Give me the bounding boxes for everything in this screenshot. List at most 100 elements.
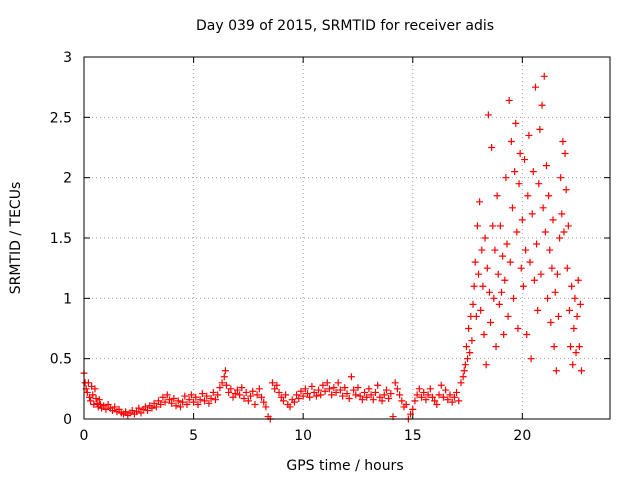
- data-point: [371, 388, 379, 396]
- data-point: [546, 246, 554, 254]
- data-point: [556, 234, 564, 242]
- data-point: [544, 294, 552, 302]
- data-point: [462, 343, 470, 351]
- data-point: [512, 119, 520, 127]
- data-point: [483, 264, 491, 272]
- data-point: [148, 404, 156, 412]
- data-point: [420, 388, 428, 396]
- data-point: [426, 385, 434, 393]
- data-point: [315, 386, 323, 394]
- data-point: [216, 384, 224, 392]
- data-point: [233, 386, 241, 394]
- data-point: [437, 381, 445, 389]
- data-point: [115, 405, 123, 413]
- data-point: [471, 258, 479, 266]
- data-point: [328, 391, 336, 399]
- data-point: [578, 367, 586, 375]
- data-point: [275, 388, 283, 396]
- data-point: [268, 379, 276, 387]
- data-point: [560, 228, 568, 236]
- data-point: [190, 398, 198, 406]
- data-point: [387, 390, 395, 398]
- data-point: [516, 150, 524, 158]
- data-point: [469, 300, 477, 308]
- data-point: [548, 264, 556, 272]
- data-point: [473, 222, 481, 230]
- data-point: [567, 343, 575, 351]
- data-point: [501, 276, 509, 284]
- data-point: [122, 408, 130, 416]
- data-point: [396, 391, 404, 399]
- data-point: [356, 392, 364, 400]
- data-point: [554, 312, 562, 320]
- y-axis-label: SRMTID / TECUs: [8, 182, 24, 295]
- data-point: [495, 300, 503, 308]
- data-point: [225, 388, 233, 396]
- data-point: [304, 390, 312, 398]
- data-point: [299, 392, 307, 400]
- data-point: [157, 401, 165, 409]
- data-point: [407, 410, 415, 418]
- data-point: [196, 396, 204, 404]
- data-point: [262, 403, 270, 411]
- data-point: [361, 388, 369, 396]
- data-point: [539, 204, 547, 212]
- data-point: [341, 384, 349, 392]
- x-axis-label: GPS time / hours: [286, 458, 403, 474]
- data-point: [531, 83, 539, 91]
- data-point: [87, 397, 95, 405]
- data-point: [418, 393, 426, 401]
- data-point: [336, 386, 344, 394]
- data-point: [502, 174, 510, 182]
- data-point: [332, 388, 340, 396]
- data-point: [570, 325, 578, 332]
- data-point: [506, 258, 514, 266]
- data-point: [513, 228, 521, 236]
- data-point: [133, 408, 141, 416]
- data-point: [165, 396, 173, 404]
- data-point: [515, 180, 523, 188]
- data-point: [111, 403, 119, 411]
- data-point: [301, 385, 309, 393]
- data-point: [533, 240, 541, 248]
- data-point: [439, 393, 447, 401]
- data-point: [529, 168, 537, 176]
- data-point: [128, 407, 136, 415]
- data-point: [378, 397, 386, 405]
- data-point: [536, 125, 544, 133]
- data-point: [493, 192, 501, 200]
- data-point: [205, 399, 213, 407]
- data-point: [363, 393, 371, 401]
- data-point: [321, 387, 329, 395]
- data-point: [444, 396, 452, 404]
- data-point: [251, 401, 259, 409]
- data-point: [524, 192, 532, 200]
- data-point: [260, 398, 268, 406]
- data-point: [435, 391, 443, 399]
- data-point: [91, 385, 99, 393]
- data-point: [549, 216, 557, 224]
- data-point: [571, 294, 579, 302]
- data-point: [411, 397, 419, 405]
- data-point: [317, 391, 325, 399]
- y-tick-label: 2: [63, 171, 72, 187]
- data-point: [563, 264, 571, 272]
- data-point: [376, 393, 384, 401]
- data-point: [231, 390, 239, 398]
- data-point: [310, 388, 318, 396]
- data-point: [568, 282, 576, 290]
- data-point: [255, 385, 263, 393]
- data-point: [455, 397, 463, 405]
- data-point: [325, 385, 333, 393]
- data-point: [494, 270, 502, 278]
- data-point: [104, 401, 112, 409]
- data-point: [179, 398, 187, 406]
- data-point: [96, 401, 104, 409]
- data-point: [422, 396, 430, 404]
- data-point: [475, 270, 482, 278]
- data-point: [286, 403, 294, 411]
- data-point: [185, 396, 193, 404]
- data-point: [92, 394, 100, 402]
- data-point: [354, 384, 362, 392]
- data-point: [380, 391, 388, 399]
